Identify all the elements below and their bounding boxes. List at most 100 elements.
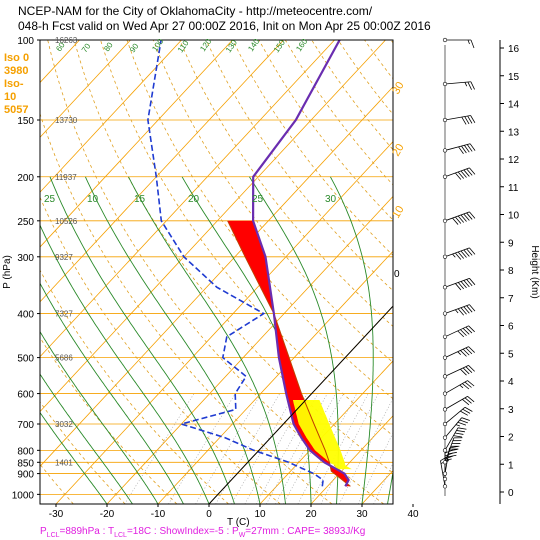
wind-barb-flag <box>469 143 476 151</box>
pressure-tick-label: 600 <box>17 390 34 401</box>
wind-barb <box>442 143 476 154</box>
wind-barb-base <box>442 471 448 476</box>
moist-adiabat <box>40 411 108 504</box>
wind-barb-flag <box>448 448 458 452</box>
wind-barb-flag <box>470 39 475 49</box>
iso10-label: Iso-10 <box>4 78 24 103</box>
wind-barb-flag <box>455 172 462 180</box>
wind-barb-flag <box>461 417 470 421</box>
isotherm-line <box>40 86 393 467</box>
wind-barb-staff <box>444 396 468 410</box>
temperature-line <box>251 40 350 487</box>
dry-adiabat <box>232 40 393 256</box>
wind-barb-flag <box>462 408 471 414</box>
dry-adiabat <box>179 40 393 327</box>
moist-adiabat <box>40 282 184 504</box>
wind-barb-base <box>442 374 448 379</box>
pressure-tick-label: 400 <box>17 310 34 321</box>
adiabat-label: 140 <box>246 37 261 54</box>
dry-adiabat <box>40 463 74 504</box>
dry-adiabat <box>40 401 126 504</box>
wind-barb <box>442 380 475 396</box>
height-tick-label: 15 <box>508 72 520 83</box>
wind-barb-half <box>447 458 452 461</box>
adiabat-label: 80 <box>102 40 115 53</box>
mixing-ratio-line <box>231 393 295 504</box>
wind-barb-flag <box>468 346 475 353</box>
wind-barb-base <box>442 174 448 179</box>
moist-adiabat <box>128 176 286 504</box>
wind-barb-base <box>442 460 448 465</box>
wind-barb-half <box>459 384 464 389</box>
wind-barb-staff <box>444 346 469 358</box>
dry-adiabat <box>311 40 393 151</box>
mixing-ratio-line <box>124 393 195 504</box>
height-value-label: 10526 <box>55 217 78 226</box>
iso10-value: 5057 <box>4 104 29 116</box>
moist-adiabat-label: 15 <box>134 194 146 205</box>
isotherm-line <box>40 40 386 413</box>
y-axis-label: P (hPa) <box>2 255 13 289</box>
wind-barb-flag <box>447 454 457 458</box>
wind-barb-base <box>442 285 448 290</box>
height-tick-label: 9 <box>508 238 514 249</box>
wind-barb-flag <box>457 171 465 179</box>
isotherm-line <box>157 250 393 504</box>
wind-barb-flag <box>464 116 470 125</box>
isotherm-label: 30 <box>390 80 407 97</box>
wind-barb <box>442 437 463 465</box>
isotherm-line <box>259 360 393 504</box>
height-tick-label: 13 <box>508 127 520 138</box>
wind-barb-flag <box>460 329 467 336</box>
pressure-tick-label: 800 <box>17 446 34 457</box>
moist-adiabat-label: 25 <box>252 194 264 205</box>
wind-barb-staff <box>444 211 470 222</box>
pressure-tick-label: 500 <box>17 354 34 365</box>
wind-barb-flag <box>463 306 470 314</box>
dry-adiabat <box>40 196 281 504</box>
x-tick-label: -10 <box>151 509 166 520</box>
wind-barb-staff <box>444 380 468 394</box>
wind-barb-flag <box>457 427 467 430</box>
wind-barb-flag <box>466 279 473 287</box>
wind-barb-flag <box>469 304 476 312</box>
height-tick-label: 5 <box>508 349 514 360</box>
cin-area <box>292 400 352 470</box>
wind-barb-flag <box>466 168 473 176</box>
moist-adiabat <box>387 469 393 504</box>
height-value-label: 13730 <box>55 116 78 125</box>
wind-barb-flag <box>467 81 472 90</box>
moist-adiabat <box>330 176 374 504</box>
height-tick-label: 10 <box>508 211 520 222</box>
x-tick-label: 10 <box>254 509 266 520</box>
moist-adiabat <box>40 224 210 504</box>
height-value-label: 16263 <box>55 36 78 45</box>
chart-title-1: NCEP-NAM for the City of OklahomaCity - … <box>18 4 373 18</box>
wind-barb-flag <box>462 399 470 406</box>
wind-barb-staff <box>444 115 471 121</box>
pressure-tick-label: 1000 <box>12 490 35 501</box>
moist-adiabat <box>40 373 133 504</box>
height-value-label: 11937 <box>55 173 77 182</box>
wind-barb-flag <box>460 214 467 222</box>
wind-barb-flag <box>467 396 475 403</box>
wind-barb <box>442 167 476 180</box>
footer-pw-val: =27mm : CAPE= 3893J/Kg <box>245 526 366 537</box>
pressure-tick-label: 200 <box>17 173 34 184</box>
wind-barb-staff <box>444 437 455 463</box>
wind-barb-flag <box>456 430 465 433</box>
pressure-tick-label: 850 <box>17 458 34 469</box>
height-tick-label: 8 <box>508 266 514 277</box>
isotherm-line <box>40 40 131 138</box>
x-tick-label: 30 <box>356 509 368 520</box>
wind-barb-flag <box>454 432 464 435</box>
footer-tlcl-sub: LCL <box>114 532 127 539</box>
iso0-label: Iso 0 <box>4 52 30 64</box>
wind-barb-base <box>442 148 448 153</box>
height-tick-label: 16 <box>508 44 520 55</box>
x-tick-label: -30 <box>49 509 64 520</box>
wind-barb <box>442 277 476 291</box>
isotherm-line <box>464 40 540 504</box>
